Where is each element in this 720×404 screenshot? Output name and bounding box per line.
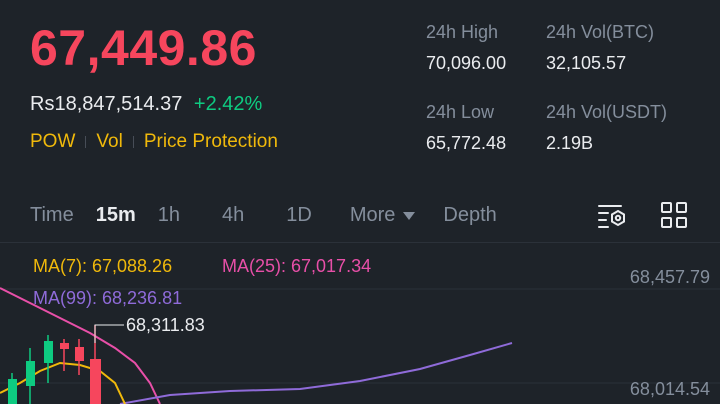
tag-vol[interactable]: Vol (96, 131, 123, 152)
last-price: 67,449.86 (30, 20, 257, 76)
price-axis-top: 68,457.79 (629, 267, 710, 287)
stat-value: 2.19B (546, 133, 594, 153)
candle (26, 361, 35, 386)
stat-24h-vol-usdt: 24h Vol(USDT) 2.19B (546, 100, 667, 155)
stat-value: 65,772.48 (426, 133, 507, 153)
stat-24h-low: 24h Low 65,772.48 (426, 100, 506, 155)
tab-15m[interactable]: 15m (95, 204, 136, 226)
tag-divider (85, 136, 87, 148)
stat-value: 70,096.00 (426, 53, 507, 73)
tab-time[interactable]: Time (30, 204, 74, 226)
ma7-legend: MA(7): 67,088.26 (33, 256, 173, 276)
ma25-line (0, 287, 161, 404)
fiat-price: Rs18,847,514.37 (30, 93, 183, 115)
ma99-legend: MA(99): 68,236.81 (33, 288, 183, 308)
stat-24h-vol-btc: 24h Vol(BTC) 32,105.57 (546, 20, 654, 75)
section-divider (0, 242, 720, 243)
price-subline: Rs18,847,514.37 +2.42% (30, 91, 262, 117)
candle (8, 379, 17, 404)
stat-label: 24h Vol(USDT) (546, 102, 668, 122)
tab-4h[interactable]: 4h (221, 204, 245, 226)
stat-label: 24h High (426, 22, 499, 42)
ma7-line (0, 361, 126, 404)
change-percent: +2.42% (193, 93, 263, 115)
tag-price-protection[interactable]: Price Protection (143, 131, 278, 152)
tag-pow[interactable]: POW (30, 131, 76, 152)
tag-row: POW Vol Price Protection (30, 129, 278, 155)
chart-settings-icon[interactable] (596, 199, 628, 231)
kline-chart[interactable] (0, 243, 720, 404)
interval-tabs: Time 15m 1h 4h 1D More Depth (30, 200, 497, 230)
ma25-legend: MA(25): 67,017.34 (222, 256, 372, 276)
high-marker-label: 68,311.83 (126, 315, 205, 335)
stat-value: 32,105.57 (546, 53, 627, 73)
stat-label: 24h Vol(BTC) (546, 22, 655, 42)
candle (60, 343, 69, 349)
candle (44, 341, 53, 363)
stat-label: 24h Low (426, 102, 495, 122)
tab-1d[interactable]: 1D (286, 204, 312, 226)
tab-more-label: More (349, 204, 396, 226)
chevron-down-icon (403, 211, 416, 220)
ma99-line (119, 342, 513, 404)
tab-more[interactable]: More (350, 200, 416, 230)
stat-24h-high: 24h High 70,096.00 (426, 20, 506, 75)
grid-layout-icon[interactable] (658, 199, 690, 231)
tag-divider (132, 136, 134, 148)
candle (90, 359, 101, 404)
tab-depth[interactable]: Depth (443, 204, 497, 226)
price-axis-bottom: 68,014.54 (629, 379, 710, 399)
high-marker-leader (94, 324, 124, 343)
candle (75, 347, 84, 361)
candles (8, 325, 101, 404)
tab-1h[interactable]: 1h (157, 204, 180, 226)
